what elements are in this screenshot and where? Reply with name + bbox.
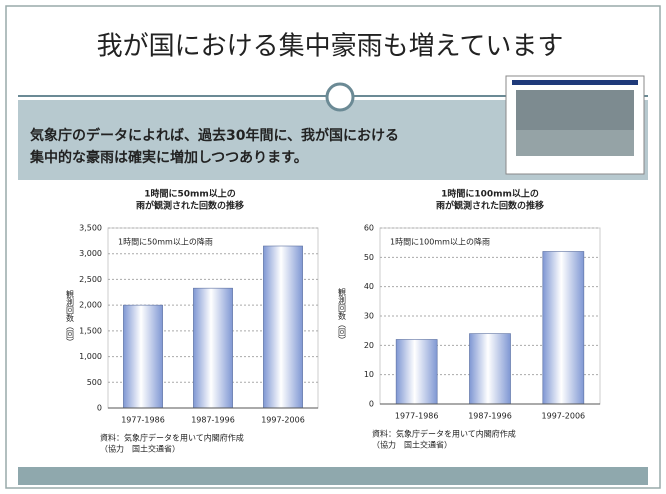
x-tick-label: 1987-1996 (468, 412, 512, 421)
y-tick-label: 10 (364, 370, 374, 379)
annotation: 1時間に50mm以上の降雨 (118, 237, 213, 247)
x-tick-label: 1997-2006 (542, 412, 586, 421)
body-line: 気象庁のデータによれば、過去30年間に、我が国における (30, 127, 399, 144)
photo (505, 75, 645, 175)
chart-title: 1時間に100mm以上の (441, 188, 539, 200)
chart-title: 1時間に50mm以上の (144, 188, 236, 200)
y-tick-label: 0 (97, 404, 102, 413)
bar (395, 339, 438, 405)
source: 資料：気象庁データを用いて内閣府作成 (372, 429, 516, 439)
annotation: 1時間に100mm以上の降雨 (390, 237, 490, 247)
source: 資料：気象庁データを用いて内閣府作成 (100, 433, 244, 443)
x-tick-label: 1987-1996 (191, 416, 235, 425)
bar (542, 251, 585, 405)
y-tick-label: 30 (364, 312, 374, 321)
y-tick-label: 60 (364, 224, 374, 233)
y-tick-label: 2,500 (79, 275, 102, 284)
bar (263, 245, 303, 409)
y-tick-label: 3,000 (79, 249, 102, 258)
y-tick-label: 3,500 (79, 224, 102, 233)
photo-water (516, 130, 634, 156)
y-axis-label: 観測回数（回） (66, 289, 75, 346)
x-tick-label: 1977-1986 (395, 412, 439, 421)
body-line: 集中的な豪雨は確実に増加しつつあります。 (29, 149, 308, 166)
photo-header (512, 80, 638, 85)
source: （協力 国土交通省） (372, 440, 452, 450)
bar (193, 287, 233, 409)
x-tick-label: 1977-1986 (121, 416, 165, 425)
y-axis-label: 観測回数（回） (338, 287, 347, 344)
y-tick-label: 1,500 (79, 326, 102, 335)
y-tick-label: 20 (364, 341, 374, 350)
ornament (325, 82, 355, 112)
x-tick-label: 1997-2006 (261, 416, 305, 425)
y-tick-label: 2,000 (79, 301, 102, 310)
y-tick-label: 40 (364, 282, 374, 291)
chart-title: 雨が観測された回数の推移 (136, 200, 244, 212)
y-tick-label: 500 (87, 378, 102, 387)
y-tick-label: 1,000 (79, 352, 102, 361)
frame (5, 5, 661, 489)
chart-title: 雨が観測された回数の推移 (436, 200, 544, 212)
y-tick-label: 0 (369, 400, 374, 409)
slide-title: 我が国における集中豪雨も増えています (97, 32, 564, 62)
bar (123, 304, 163, 409)
bar (469, 333, 511, 405)
source: （協力 国土交通省） (100, 444, 180, 454)
footer-band (18, 467, 648, 485)
y-tick-label: 50 (364, 253, 374, 262)
charts: 1時間に50mm以上の雨が観測された回数の推移05001,0001,5002,0… (66, 188, 601, 454)
